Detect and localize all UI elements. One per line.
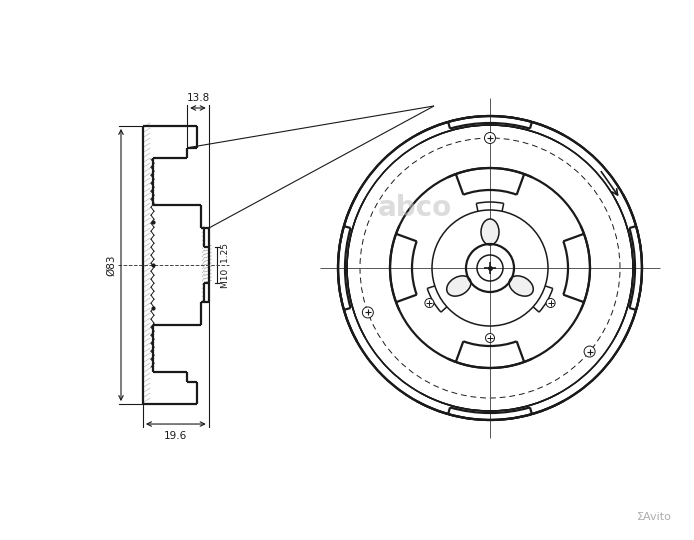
Text: 13.8: 13.8 — [186, 93, 210, 103]
Circle shape — [546, 299, 555, 307]
Ellipse shape — [509, 276, 533, 296]
Text: M10  1.25: M10 1.25 — [221, 242, 230, 287]
Circle shape — [486, 334, 495, 342]
Circle shape — [425, 299, 434, 307]
Ellipse shape — [447, 276, 471, 296]
Text: abco: abco — [378, 194, 452, 222]
Text: ΣAvito: ΣAvito — [637, 512, 672, 522]
Circle shape — [484, 132, 496, 144]
Text: 19.6: 19.6 — [164, 431, 187, 441]
Ellipse shape — [481, 219, 499, 245]
Circle shape — [584, 346, 595, 357]
Circle shape — [362, 307, 373, 318]
Text: Ø83: Ø83 — [106, 254, 116, 276]
